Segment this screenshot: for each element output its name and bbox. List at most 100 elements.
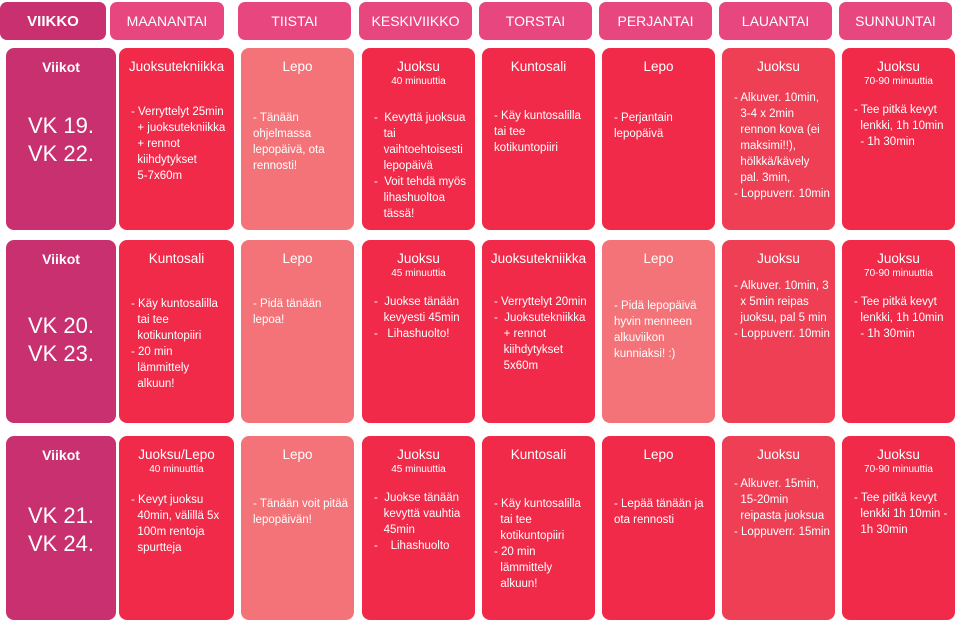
description-line: - Käy kuntosalilla (494, 110, 581, 122)
activity-title: Lepo (643, 447, 674, 462)
description-line: kevyttä vauhtia (374, 508, 461, 520)
description-line: + rennot (494, 328, 547, 340)
description-line: tai tee (131, 314, 169, 326)
description-line: - Loppuverr. 10min (734, 328, 830, 340)
description-line: alkuun! (131, 378, 175, 390)
week-number: VK 24. (27, 531, 95, 556)
activity-title: Juoksutekniikka (128, 59, 225, 74)
description-line: 100m rentoja (131, 526, 205, 538)
description-line: - Käy kuntosalilla (494, 498, 581, 510)
description-line: lämmittely (494, 562, 553, 574)
description-line: kevyesti 45min (374, 312, 460, 324)
description-line: - Lepää tänään ja (614, 498, 704, 510)
header-day-wednesday: KESKIVIIKKO (359, 2, 472, 40)
week-title: Viikot (42, 447, 80, 463)
activity-duration: 45 minuuttia (391, 464, 446, 475)
description-line: maksimi!!), (734, 140, 796, 152)
day-card-wednesday: Juoksu 45 minuuttia - Juokse tänään kevytt… (362, 436, 475, 620)
description-line: kiihdytykset (494, 344, 564, 356)
week-title: Viikot (42, 59, 80, 75)
description-line: - Juoksutekniikka (494, 312, 586, 324)
description-line: - 20 min (131, 346, 173, 358)
day-card-monday: Kuntosali - Käy kuntosalilla tai tee koti… (119, 240, 234, 423)
activity-description: - Juokse tänään kevyttä vauhtia 45min - L… (374, 490, 467, 554)
day-card-sunday: Juoksu 70-90 minuuttia - Tee pitkä kevyt l… (842, 240, 955, 423)
description-line: lepopäivä, ota (253, 144, 325, 156)
activity-duration: 40 minuuttia (149, 464, 204, 475)
activity-description: - Käy kuntosalilla tai tee kotikuntopiir… (494, 496, 587, 592)
activity-description: - Tänään ohjelmassa lepopäivä, ota rennosti… (253, 110, 346, 174)
day-card-monday: Juoksu/Lepo 40 minuuttia - Kevyt juoksu 40… (119, 436, 234, 620)
week-numbers: VK 20. VK 23. (6, 312, 116, 368)
activity-description: - Verryttelyt 20min - Juoksutekniikka + r… (494, 294, 587, 374)
activity-title: Juoksu (757, 59, 800, 74)
header-day-friday: PERJANTAI (599, 2, 712, 40)
activity-title: Lepo (282, 447, 313, 462)
description-line: + rennot (131, 138, 180, 150)
description-line: kotikuntopiiri (494, 530, 565, 542)
description-line: - Juokse tänään (374, 492, 460, 504)
activity-duration: 70-90 minuuttia (864, 268, 933, 279)
day-card-monday: Juoksutekniikka - Verryttelyt 25min + juo… (119, 48, 234, 230)
activity-description: - Käy kuntosalilla tai tee kotikuntopiiri (494, 108, 587, 156)
description-line: lepopäivän! (253, 514, 312, 526)
activity-description: - Tee pitkä kevyt lenkki 1h 10min - 1h 3… (854, 490, 947, 538)
activity-duration: 70-90 minuuttia (864, 464, 933, 475)
week-number: VK 22. (27, 141, 95, 166)
week-card: Viikot VK 21. VK 24. (6, 436, 116, 620)
description-line: tässä! (374, 208, 415, 220)
description-line: - Voit tehdä myös (374, 176, 467, 188)
description-line: - Tänään voit pitää (253, 498, 349, 510)
day-card-thursday: Kuntosali - Käy kuntosalilla tai tee kotiku… (482, 48, 595, 230)
description-line: 5-7x60m (131, 170, 183, 182)
description-line: kotikuntopiiri (131, 330, 202, 342)
description-line: - Alkuver. 10min, (734, 92, 820, 104)
activity-description: - Tee pitkä kevyt lenkki, 1h 10min - 1h … (854, 102, 947, 150)
description-line: - Pidä tänään (253, 298, 322, 310)
week-number: VK 23. (27, 341, 95, 366)
description-line: - Alkuver. 10min, 3 (734, 280, 829, 292)
activity-title: Juoksutekniikka (490, 251, 587, 266)
description-line: - Loppuverr. 15min (734, 526, 830, 538)
header-row: VIIKKO MAANANTAI TIISTAI KESKIVIIKKO TORSTAI… (0, 2, 960, 42)
day-card-tuesday: Lepo - Tänään voit pitää lepopäivän! (241, 436, 354, 620)
day-card-saturday: Juoksu - Alkuver. 15min, 15-20min reipast… (722, 436, 835, 620)
description-line: alkuun! (494, 578, 538, 590)
description-line: - Käy kuntosalilla (131, 298, 218, 310)
activity-title: Lepo (282, 251, 313, 266)
description-line: 3-4 x 2min (734, 108, 795, 120)
description-line: hölkkä/kävely (734, 156, 810, 168)
week-number: VK 19. (27, 113, 95, 138)
activity-duration: 40 minuuttia (391, 76, 446, 87)
description-line: ota rennosti (614, 514, 675, 526)
description-line: pal. 3min, (734, 172, 791, 184)
week-card: Viikot VK 20. VK 23. (6, 240, 116, 423)
description-line: lenkki, 1h 10min (854, 120, 944, 132)
activity-description: - Kevyt juoksu 40min, välillä 5x 100m re… (131, 492, 226, 556)
activity-description: - Pidä tänään lepoa! (253, 296, 346, 328)
description-line: - Verryttelyt 20min (494, 296, 587, 308)
description-line: reipasta juoksua (734, 510, 825, 522)
activity-title: Juoksu (397, 447, 440, 462)
description-line: lenkki 1h 10min - (854, 508, 948, 520)
description-line: tai tee (494, 126, 526, 138)
description-line: - Lihashuolto! (374, 328, 450, 340)
description-line: juoksu, pal 5 min (734, 312, 827, 324)
activity-description: - Käy kuntosalilla tai tee kotikuntopiir… (131, 296, 226, 392)
description-line: - Verryttelyt 25min (131, 106, 224, 118)
description-line: - Alkuver. 15min, (734, 478, 820, 490)
description-line: - Perjantain (614, 112, 673, 124)
description-line: 40min, välillä 5x (131, 510, 220, 522)
description-line: - 20 min (494, 546, 536, 558)
description-line: + juoksutekniikka (131, 122, 226, 134)
description-line: tai (374, 128, 396, 140)
description-line: hyvin menneen (614, 316, 692, 328)
activity-description: - Pidä lepopäivä hyvin menneen alkuviikon k… (614, 298, 707, 362)
header-day-tuesday: TIISTAI (238, 2, 351, 40)
activity-title: Lepo (282, 59, 313, 74)
description-line: 1h 30min (854, 524, 908, 536)
activity-title: Juoksu (877, 59, 920, 74)
activity-title: Juoksu (877, 251, 920, 266)
day-card-saturday: Juoksu - Alkuver. 10min, 3 x 5min reipas … (722, 240, 835, 423)
activity-description: - Perjantain lepopäivä (614, 110, 707, 142)
